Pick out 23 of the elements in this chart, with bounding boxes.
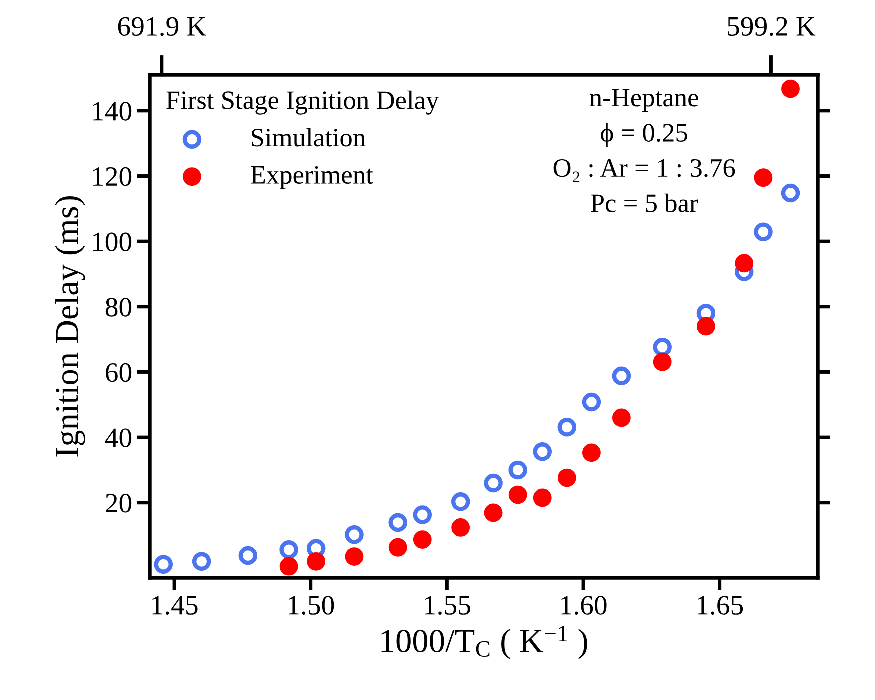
x2-tick-label: 599.2 K (728, 17, 816, 36)
y-axis-title: Ignition Delay (ms) (55, 196, 86, 457)
x-tick-label: 1.50 (289, 596, 334, 616)
y-tick-label: 140 (93, 102, 132, 121)
y-tick-label: 60 (106, 363, 132, 382)
annotation: ϕ = 0.25 (601, 123, 688, 148)
x-tick-label: 1.65 (698, 596, 744, 616)
y-tick-label: 80 (106, 298, 132, 317)
legend-title: First Stage Ignition Delay (166, 90, 440, 115)
annotation: Pc = 5 bar (591, 194, 698, 212)
x-axis-title: 1000/T$_{C}$ ( K$^{−1}$ ) (382, 626, 588, 660)
y-tick-label: 40 (105, 428, 132, 448)
x-tick-label: 1.45 (152, 596, 198, 616)
legend-label: Experiment (251, 166, 374, 190)
y-tick-label: 20 (106, 494, 132, 513)
x-tick-label: 1.60 (562, 596, 607, 616)
annotation: n-Heptane (590, 89, 698, 112)
y-tick-label: 100 (93, 232, 132, 252)
x-tick-label: 1.55 (425, 596, 470, 616)
x2-tick-label: 691.9 K (118, 17, 206, 36)
legend-label: Simulation (252, 128, 366, 147)
y-tick-label: 120 (93, 167, 132, 186)
annotation: O₂ : Ar = 1 : 3.76 (554, 159, 736, 182)
